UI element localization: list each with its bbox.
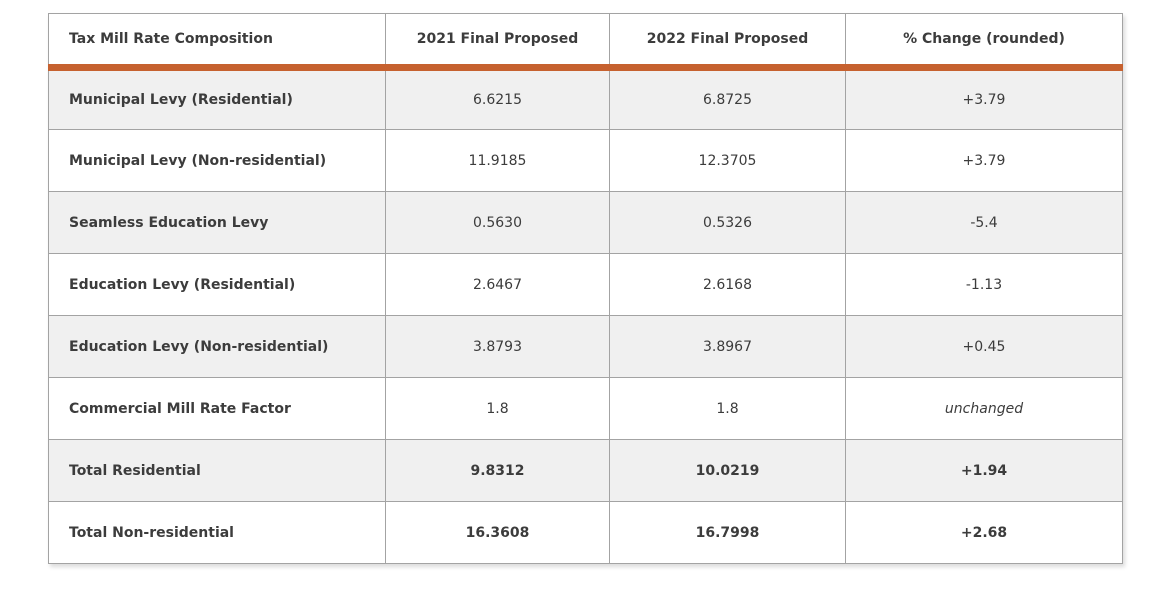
value-2021-cell: 1.8 xyxy=(385,377,610,440)
value-2022-cell: 0.5326 xyxy=(609,191,846,254)
table-row: Municipal Levy (Residential) 6.6215 6.87… xyxy=(48,67,1123,130)
row-label-cell: Seamless Education Levy xyxy=(48,191,386,254)
table-body: Municipal Levy (Residential) 6.6215 6.87… xyxy=(48,67,1123,564)
change-cell: +1.94 xyxy=(845,439,1123,502)
value-2022-cell: 2.6168 xyxy=(609,253,846,316)
table-row: Total Non-residential 16.3608 16.7998 +2… xyxy=(48,501,1123,564)
value-2022-cell: 16.7998 xyxy=(609,501,846,564)
change-cell: -5.4 xyxy=(845,191,1123,254)
value-2022-cell: 3.8967 xyxy=(609,315,846,378)
row-label-cell: Total Non-residential xyxy=(48,501,386,564)
value-2022-cell: 1.8 xyxy=(609,377,846,440)
value-2021-cell: 9.8312 xyxy=(385,439,610,502)
change-cell: -1.13 xyxy=(845,253,1123,316)
value-2021-cell: 6.6215 xyxy=(385,67,610,130)
row-label-cell: Total Residential xyxy=(48,439,386,502)
table-row: Total Residential 9.8312 10.0219 +1.94 xyxy=(48,439,1123,502)
value-2021-cell: 0.5630 xyxy=(385,191,610,254)
row-label-cell: Education Levy (Non-residential) xyxy=(48,315,386,378)
header-2022-final-proposed: 2022 Final Proposed xyxy=(609,13,846,71)
table-row: Education Levy (Residential) 2.6467 2.61… xyxy=(48,253,1123,316)
change-cell: +3.79 xyxy=(845,129,1123,192)
value-2021-cell: 11.9185 xyxy=(385,129,610,192)
table-header: Tax Mill Rate Composition 2021 Final Pro… xyxy=(48,13,1123,71)
tax-mill-rate-table: Tax Mill Rate Composition 2021 Final Pro… xyxy=(48,13,1123,564)
table-row: Commercial Mill Rate Factor 1.8 1.8 unch… xyxy=(48,377,1123,440)
value-2022-cell: 12.3705 xyxy=(609,129,846,192)
header-composition: Tax Mill Rate Composition xyxy=(48,13,386,71)
change-cell: unchanged xyxy=(845,377,1123,440)
row-label-cell: Education Levy (Residential) xyxy=(48,253,386,316)
table-row: Seamless Education Levy 0.5630 0.5326 -5… xyxy=(48,191,1123,254)
header-row: Tax Mill Rate Composition 2021 Final Pro… xyxy=(48,13,1123,71)
value-2021-cell: 3.8793 xyxy=(385,315,610,378)
change-cell: +3.79 xyxy=(845,67,1123,130)
table-row: Municipal Levy (Non-residential) 11.9185… xyxy=(48,129,1123,192)
tax-rate-table-container: Tax Mill Rate Composition 2021 Final Pro… xyxy=(48,13,1123,564)
header-2021-final-proposed: 2021 Final Proposed xyxy=(385,13,610,71)
row-label-cell: Commercial Mill Rate Factor xyxy=(48,377,386,440)
row-label-cell: Municipal Levy (Residential) xyxy=(48,67,386,130)
value-2022-cell: 10.0219 xyxy=(609,439,846,502)
change-cell: +2.68 xyxy=(845,501,1123,564)
value-2021-cell: 16.3608 xyxy=(385,501,610,564)
value-2021-cell: 2.6467 xyxy=(385,253,610,316)
row-label-cell: Municipal Levy (Non-residential) xyxy=(48,129,386,192)
header-percent-change: % Change (rounded) xyxy=(845,13,1123,71)
value-2022-cell: 6.8725 xyxy=(609,67,846,130)
change-cell: +0.45 xyxy=(845,315,1123,378)
table-row: Education Levy (Non-residential) 3.8793 … xyxy=(48,315,1123,378)
